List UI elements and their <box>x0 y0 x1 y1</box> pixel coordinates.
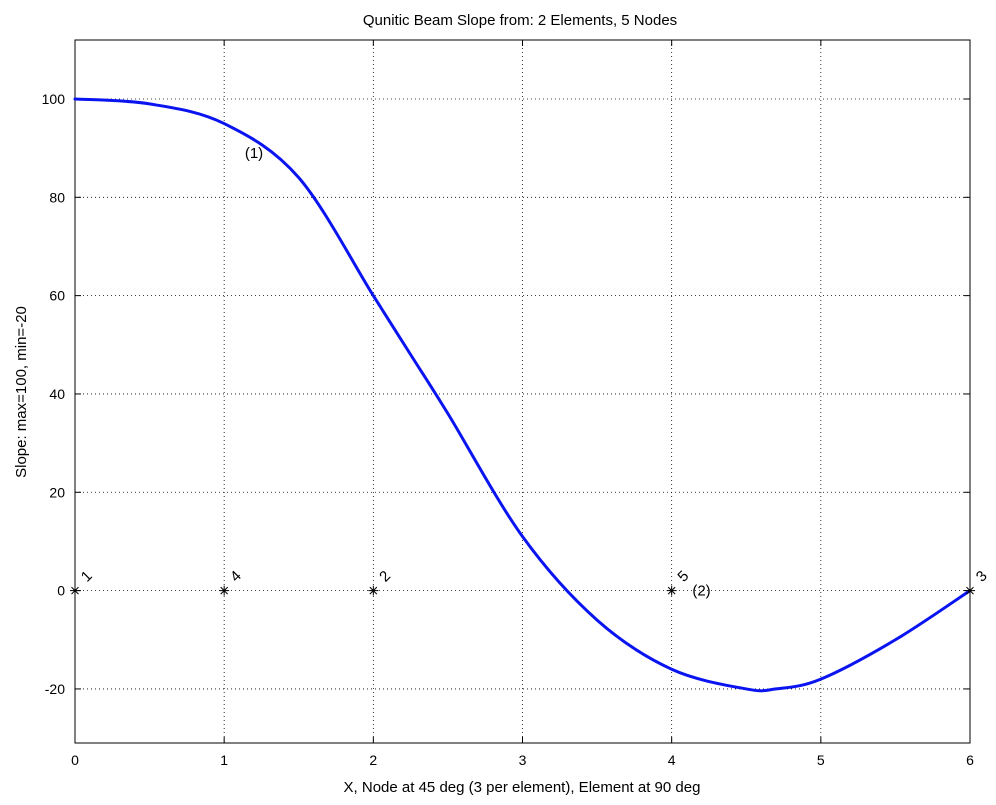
node-label: 3 <box>973 568 991 586</box>
grid <box>75 40 970 743</box>
x-tick-label: 0 <box>71 752 79 768</box>
y-tick-label: 80 <box>49 189 65 205</box>
y-tick-label: 0 <box>57 583 65 599</box>
node-label: 4 <box>227 568 245 586</box>
y-axis-ticks: -20 0 20 40 60 80 100 <box>42 91 970 697</box>
node-marker <box>666 585 677 596</box>
nodes: 1 4 2 5 3 <box>70 568 991 596</box>
x-tick-label: 4 <box>668 752 676 768</box>
node-marker <box>70 585 80 596</box>
slope-curve <box>73 97 972 693</box>
node-marker <box>219 585 230 596</box>
element-label: (2) <box>692 583 710 600</box>
y-tick-label: -20 <box>45 681 65 697</box>
y-tick-label: 100 <box>42 91 66 107</box>
node-marker <box>368 585 379 596</box>
node-label: 5 <box>674 568 692 586</box>
element-label: (1) <box>245 145 263 162</box>
x-axis-ticks: 0 1 2 3 4 5 6 <box>71 40 974 768</box>
x-tick-label: 3 <box>519 752 527 768</box>
chart-title: Qunitic Beam Slope from: 2 Elements, 5 N… <box>363 12 677 29</box>
node-label: 2 <box>376 568 394 586</box>
plot-frame <box>74 39 971 744</box>
x-tick-label: 5 <box>817 752 825 768</box>
node-marker-stroke <box>220 586 229 595</box>
y-tick-label: 60 <box>49 288 65 304</box>
x-tick-label: 2 <box>369 752 377 768</box>
node-marker <box>965 585 975 596</box>
y-axis-label: Slope: max=100, min=-20 <box>13 306 30 478</box>
node-marker-stroke <box>369 586 378 595</box>
node-label: 1 <box>78 568 96 586</box>
element-labels: (1) (2) <box>245 145 711 600</box>
y-tick-label: 20 <box>49 484 65 500</box>
x-tick-label: 6 <box>966 752 974 768</box>
node-marker-stroke <box>966 586 974 595</box>
x-axis-label: X, Node at 45 deg (3 per element), Eleme… <box>344 779 701 796</box>
node-marker-stroke <box>667 586 676 595</box>
y-tick-label: 40 <box>49 386 65 402</box>
x-tick-label: 1 <box>220 752 228 768</box>
node-marker-stroke <box>71 586 79 595</box>
